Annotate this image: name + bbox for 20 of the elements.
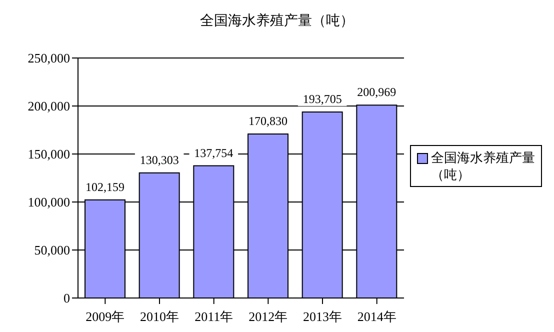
legend-label: 全国海水养殖产量（吨） (431, 149, 535, 183)
data-label: 130,303 (140, 152, 179, 167)
chart-title: 全国海水养殖产量（吨） (199, 12, 355, 30)
x-tick-label: 2009年 (86, 309, 125, 324)
data-label: 200,969 (357, 85, 396, 100)
data-label: 137,754 (194, 146, 234, 160)
data-label: 170,830 (248, 114, 288, 128)
y-tick-label: 50,000 (34, 242, 70, 258)
x-tick-label: 2011年 (194, 309, 234, 324)
y-tick-label: 200,000 (28, 98, 70, 114)
y-tick-label: 150,000 (28, 146, 70, 162)
data-label: 193,705 (302, 92, 342, 106)
x-tick-label: 2012年 (248, 309, 288, 324)
x-tick-label: 2014年 (357, 309, 396, 324)
y-tick-label: 0 (64, 290, 70, 306)
x-tick-label: 2010年 (140, 309, 179, 324)
y-tick-label: 100,000 (28, 194, 70, 210)
y-tick-label: 250,000 (28, 50, 70, 66)
data-label: 102,159 (86, 180, 124, 194)
x-tick-label: 2013年 (303, 309, 342, 324)
